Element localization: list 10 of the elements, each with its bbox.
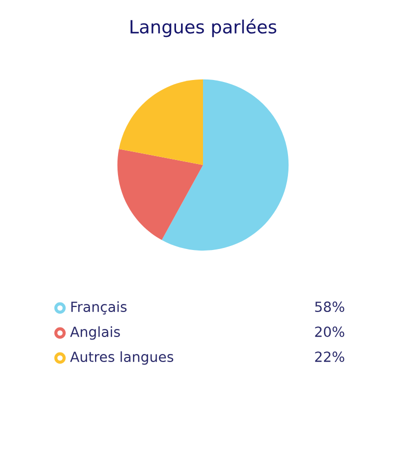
data-label: 22% xyxy=(315,352,344,362)
legend-label: Anglais xyxy=(70,326,120,340)
pie-slice xyxy=(117,148,203,240)
legend-label: Français xyxy=(71,301,127,315)
pie-slice xyxy=(162,79,289,251)
pie-slice xyxy=(118,79,203,165)
legend-label: Autres langues xyxy=(70,351,174,365)
chart-title: Langues parlées xyxy=(130,18,276,38)
data-label: 20% xyxy=(315,326,344,338)
data-label: 58% xyxy=(315,302,344,312)
